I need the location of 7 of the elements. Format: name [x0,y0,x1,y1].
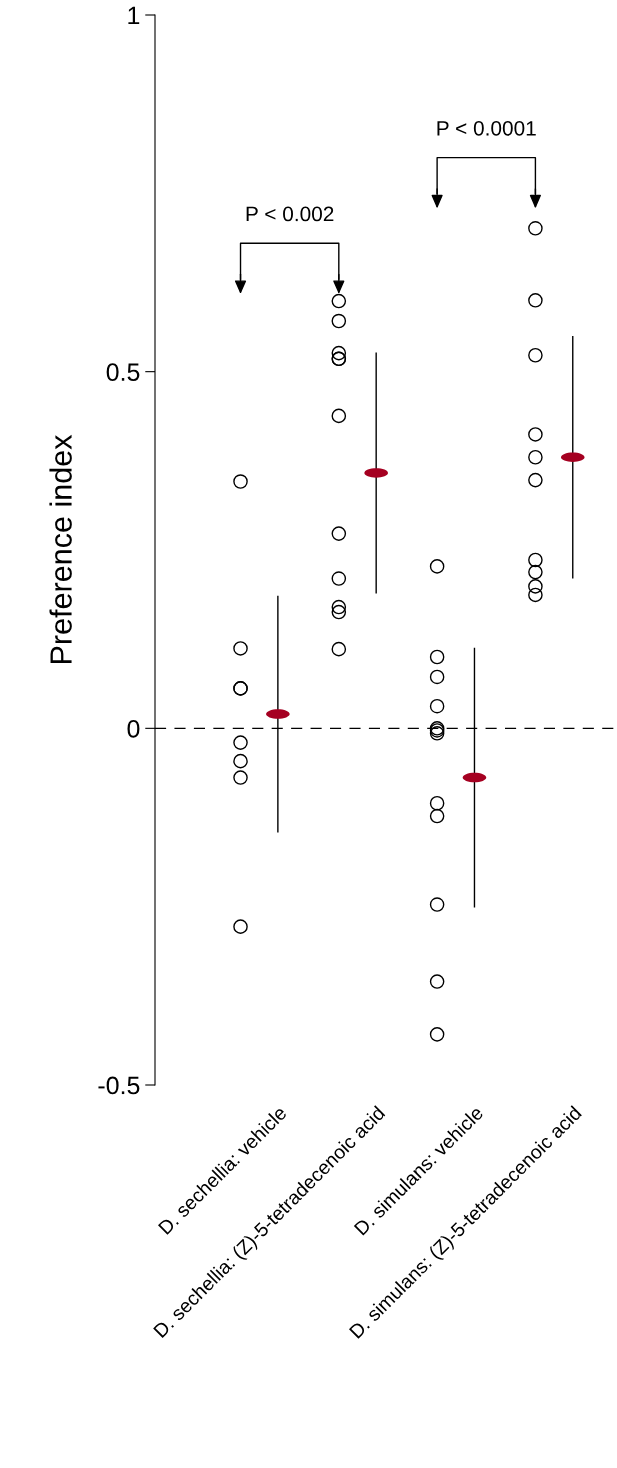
y-tick-label: 1 [128,6,140,25]
y-tick-label: 0 [127,719,140,738]
y-tick-label: 0.5 [106,363,140,381]
annotation: P < 0.0001 [437,120,536,136]
y-axis-title: Preference index [49,434,72,663]
y-tick-label: -0.5 [98,1076,140,1095]
annotation: P < 0.002 [246,206,334,222]
